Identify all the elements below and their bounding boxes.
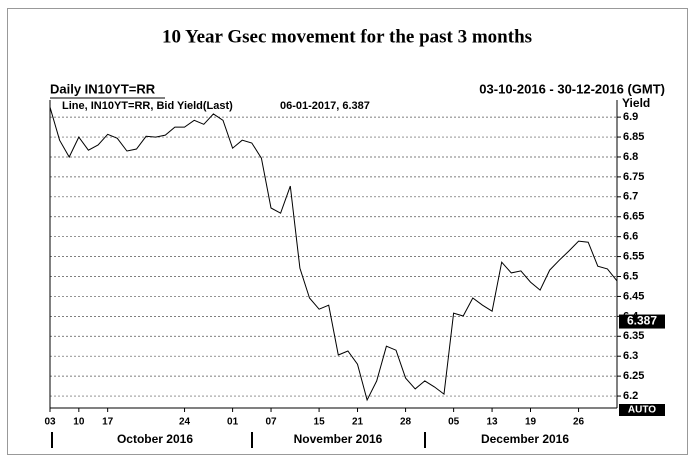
y-tick-label: 6.35 <box>623 330 644 342</box>
x-tick-label: 19 <box>525 417 537 428</box>
x-tick-label: 10 <box>73 417 85 428</box>
chart-title: 10 Year Gsec movement for the past 3 mon… <box>162 26 532 47</box>
x-tick-label: 05 <box>448 417 460 428</box>
scale-mode-label[interactable]: AUTO <box>628 405 656 416</box>
y-tick-label: 6.9 <box>623 111 638 123</box>
y-tick-label: 6.45 <box>623 290 644 302</box>
y-axis-label: Yield <box>622 96 650 110</box>
y-tick-label: 6.75 <box>623 171 644 183</box>
y-tick-label: 6.5 <box>623 270 638 282</box>
last-value-label: 6.387 <box>627 314 657 328</box>
header-right: 03-10-2016 - 30-12-2016 (GMT) <box>479 81 665 96</box>
y-tick-label: 6.8 <box>623 151 638 163</box>
month-label: October 2016 <box>117 432 193 446</box>
legend-label: Line, IN10YT=RR, Bid Yield(Last) <box>62 100 233 112</box>
x-tick-label: 15 <box>314 417 326 428</box>
last-reading: 06-01-2017, 6.387 <box>280 100 370 112</box>
month-label: December 2016 <box>481 432 569 446</box>
x-tick-label: 17 <box>102 417 114 428</box>
x-tick-label: 26 <box>573 417 585 428</box>
y-tick-label: 6.7 <box>623 191 638 203</box>
month-label: November 2016 <box>294 432 383 446</box>
y-tick-label: 6.85 <box>623 131 644 143</box>
x-tick-label: 13 <box>487 417 499 428</box>
scale-mode-button[interactable] <box>619 404 665 416</box>
last-value-box <box>619 314 665 329</box>
y-tick-label: 6.25 <box>623 370 644 382</box>
y-tick-label: 6.65 <box>623 211 644 223</box>
series-line <box>49 107 618 402</box>
y-tick-label: 6.6 <box>623 231 638 243</box>
frame <box>7 8 688 455</box>
x-tick-label: 07 <box>265 417 277 428</box>
header-left: Daily IN10YT=RR <box>50 81 156 96</box>
x-tick-label: 03 <box>44 417 56 428</box>
x-tick-label: 28 <box>400 417 412 428</box>
x-tick-label: 21 <box>352 417 364 428</box>
y-tick-label: 6.55 <box>623 250 644 262</box>
y-tick-label: 6.2 <box>623 390 638 402</box>
x-tick-label: 24 <box>179 417 191 428</box>
y-tick-label: 6.3 <box>623 350 638 362</box>
x-tick-label: 01 <box>227 417 239 428</box>
